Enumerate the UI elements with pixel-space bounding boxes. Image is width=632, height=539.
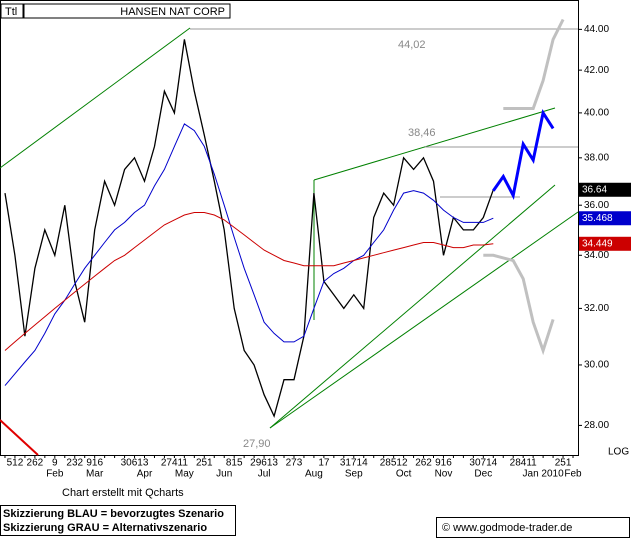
last-value-label: 35.468	[582, 213, 613, 224]
x-day-label: 9	[52, 458, 58, 469]
y-tick-label: 28.00	[584, 420, 609, 431]
x-tick-label: Feb	[46, 469, 64, 480]
series-line	[483, 253, 555, 356]
y-tick-label: 38.00	[584, 152, 609, 163]
source-box	[436, 517, 630, 538]
y-tick-label: 34.00	[584, 250, 609, 261]
x-day-label: 28411	[510, 458, 538, 469]
x-day-label: 251	[196, 458, 213, 469]
x-day-label: 512	[7, 458, 24, 469]
series-line	[4, 39, 494, 418]
x-day-label: 232	[66, 458, 83, 469]
annotation: 27,90	[243, 438, 271, 450]
x-tick-label: Sep	[345, 469, 363, 480]
trend-line	[269, 211, 579, 429]
x-tick-label: Jan 2010	[523, 469, 565, 480]
series-line	[4, 212, 494, 351]
tag-box	[0, 3, 24, 19]
x-day-label: 251	[555, 458, 572, 469]
y-tick-label: 42.00	[584, 65, 609, 76]
x-tick-label: Jul	[258, 469, 271, 480]
x-day-label: 30714	[469, 458, 497, 469]
x-day-label: 30613	[121, 458, 149, 469]
last-value-label: 34.449	[582, 238, 613, 249]
x-day-label: 31714	[340, 458, 368, 469]
x-tick-label: Feb	[564, 469, 582, 480]
series-line	[4, 123, 494, 386]
x-tick-label: Mar	[86, 469, 104, 480]
last-value-box	[579, 182, 631, 197]
series-line	[492, 109, 555, 200]
x-day-label: 17	[318, 458, 330, 469]
trend-line	[313, 107, 556, 181]
x-tick-label: May	[175, 469, 194, 480]
series-line	[503, 18, 565, 110]
title-box	[23, 3, 231, 19]
legend-text: Skizzierung GRAU = Alternativszenario	[3, 522, 207, 534]
y-tick-label: 44.00	[584, 24, 609, 35]
x-tick-label: Jun	[216, 469, 232, 480]
last-value-box	[579, 211, 631, 226]
last-value-label: 36.64	[582, 184, 607, 195]
legend-box	[0, 505, 236, 536]
scale-label: LOG	[608, 447, 629, 458]
x-day-label: 815	[226, 458, 243, 469]
trend-line	[269, 184, 556, 429]
x-day-label: 262	[415, 458, 432, 469]
x-tick-label: Apr	[137, 469, 153, 480]
x-tick-label: Oct	[396, 469, 412, 480]
credit: Chart erstellt mit Qcharts	[62, 487, 184, 499]
plot-frame	[0, 0, 579, 456]
annotation: 38,46	[408, 127, 436, 139]
y-tick-label: 32.00	[584, 303, 609, 314]
y-tick-label: 30.00	[584, 360, 609, 371]
x-day-label: 28512	[380, 458, 408, 469]
x-tick-label: Aug	[305, 469, 323, 480]
decor-line	[0, 419, 39, 456]
last-value-box	[579, 236, 631, 251]
x-day-label: 29613	[250, 458, 278, 469]
chart-title: HANSEN NAT CORP	[120, 6, 225, 18]
trend-line	[0, 27, 191, 169]
x-day-label: 916	[435, 458, 452, 469]
x-day-label: 27411	[161, 458, 189, 469]
x-tick-label: Nov	[435, 469, 453, 480]
x-day-label: 273	[286, 458, 303, 469]
x-day-label: 916	[86, 458, 103, 469]
y-tick-label: 36.00	[584, 200, 609, 211]
y-tick-label: 40.00	[584, 108, 609, 119]
x-day-label: 262	[27, 458, 44, 469]
legend-text: Skizzierung BLAU = bevorzugtes Szenario	[3, 508, 224, 520]
annotation: 44,02	[398, 39, 426, 51]
source: © www.godmode-trader.de	[442, 522, 572, 534]
tag: Ttl	[5, 6, 17, 18]
x-tick-label: Dec	[474, 469, 492, 480]
